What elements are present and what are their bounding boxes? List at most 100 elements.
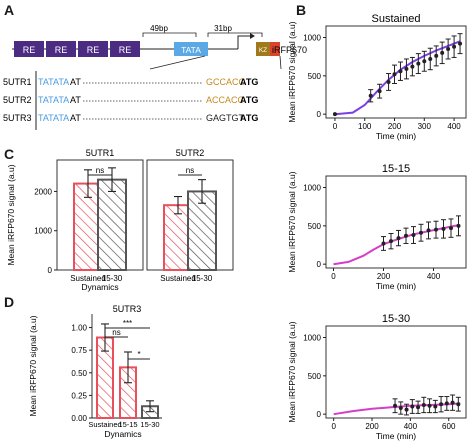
data-point [411, 233, 416, 238]
data-point [441, 226, 446, 231]
data-point [456, 402, 461, 407]
utr-name: 5UTR3 [3, 113, 32, 123]
plot-frame [325, 325, 467, 419]
data-point [458, 41, 463, 46]
y-tick-label: 0 [48, 266, 53, 275]
y-tick-label: 0 [317, 410, 322, 419]
x-axis-label: Dynamics [104, 429, 141, 439]
utr-start-codon: ATG [240, 95, 258, 105]
utr-start-codon: ATG [240, 113, 258, 123]
x-axis-label: Time (min) [376, 431, 416, 441]
utr-kozak-seq: GAGTGT [206, 113, 245, 123]
utr-name: 5UTR1 [3, 77, 32, 87]
significance-label: * [137, 350, 140, 359]
data-point [440, 50, 445, 55]
utr-tata-seq: TATATA [38, 77, 69, 87]
data-point [404, 66, 409, 71]
subplot-title: 5UTR3 [113, 304, 142, 314]
x-tick-label: 400 [447, 122, 461, 131]
x-tick-label: 0 [331, 272, 336, 281]
subplot-title: 15-15 [382, 163, 410, 175]
data-point [416, 405, 421, 410]
re-element-label: RE [119, 45, 132, 55]
y-axis-label: Mean iRFP670 signal (a.u) [287, 321, 297, 422]
y-tick-label: 1.00 [71, 324, 87, 333]
tata-box [174, 42, 208, 56]
y-axis-label: Mean iRFP670 signal (a.u) [287, 21, 297, 122]
re-element-box [46, 41, 76, 57]
data-point [416, 61, 421, 66]
x-tick-label: 15-30 [192, 274, 213, 283]
x-tick-label: 400 [404, 422, 418, 431]
y-tick-label: 1000 [303, 34, 321, 43]
reporter-box [270, 42, 280, 56]
data-point [398, 69, 403, 74]
panel-label-b: B [296, 2, 307, 18]
data-point [377, 89, 382, 94]
x-tick-label: 15-30 [140, 420, 159, 429]
y-tick-label: 0.00 [71, 414, 87, 423]
data-point [421, 402, 426, 407]
x-tick-label: 100 [358, 122, 372, 131]
bar-panel-c: 0 1000 2000 Mean iRFP670 signal (a.u) 5UTR1 S… [6, 148, 234, 292]
x-tick-label: 0 [333, 122, 338, 131]
y-tick-label: 1000 [303, 334, 321, 343]
data-point [452, 44, 457, 49]
x-axis-label: Dynamics [81, 282, 118, 292]
data-point [444, 401, 449, 406]
bar-panel-d: 5UTR3 0.00 0.25 0.50 0.75 1.00 Mean iRFP670 si… [28, 304, 162, 439]
significance-label: ns [186, 166, 194, 175]
data-point [332, 112, 337, 117]
data-point [446, 47, 451, 51]
line-subplot-b-sustained: Sustained 0 500 1000 0 100 200 300 400 Time (min)… [287, 13, 467, 141]
subplot-title: 5UTR2 [176, 148, 205, 158]
x-tick-label: 400 [427, 272, 441, 281]
x-tick-label: 200 [377, 272, 391, 281]
utr-kozak-seq: GCCACC [206, 77, 246, 87]
utr-start-codon: ATG [240, 77, 258, 87]
data-point [410, 64, 415, 69]
spacer-label-1: 49bp [150, 24, 168, 33]
re-element-label: RE [87, 45, 100, 55]
spacer-label-2: 31bp [214, 24, 232, 33]
subplot-title: Sustained [372, 13, 421, 25]
y-tick-label: 0 [317, 260, 322, 269]
y-tick-label: 0.50 [71, 369, 87, 378]
data-point [419, 230, 423, 235]
data-point [434, 227, 438, 232]
x-tick-label: Sustained [70, 274, 106, 283]
zoom-line-right [279, 55, 282, 70]
tss-arrowhead [250, 33, 255, 39]
spacer-bracket-1 [142, 32, 197, 37]
re-element-label: RE [23, 45, 36, 55]
utr-mid-seq: AT [70, 113, 81, 123]
data-point [392, 72, 397, 77]
utr-tata-seq: TATATA [38, 95, 69, 105]
panel-label-d: D [4, 294, 15, 310]
construct-diagram: RE RE RE RE 49bp TATA 31bp KZ iRFP670 5UTR1 TATATA… [3, 24, 307, 130]
y-tick-label: 0.25 [71, 391, 87, 400]
significance-label: *** [123, 319, 132, 328]
subplot-title: 5UTR1 [86, 148, 115, 158]
x-tick-label: 300 [418, 122, 432, 131]
y-tick-label: 500 [308, 72, 322, 81]
utr-mid-seq: AT [70, 95, 81, 105]
utr-name: 5UTR2 [3, 95, 32, 105]
tata-label: TATA [181, 45, 201, 55]
y-tick-label: 2000 [34, 187, 52, 196]
data-point [404, 233, 408, 238]
series-line [333, 224, 459, 266]
y-axis-label: Mean iRFP670 signal (a.u) [6, 164, 16, 265]
significance-label: ns [96, 166, 104, 175]
data-point [398, 406, 403, 411]
y-tick-label: 500 [308, 372, 322, 381]
x-tick-label: 200 [388, 122, 402, 131]
plot-frame [325, 25, 467, 119]
utr-mid-seq: AT [70, 77, 81, 87]
data-point [396, 236, 401, 241]
x-tick-label: Sustained [88, 420, 121, 429]
x-tick-label: Sustained [160, 274, 196, 283]
line-subplot-b-15-15: 15-15 0 500 1000 0 200 400 Time (min) Mean iRFP6… [287, 163, 467, 291]
